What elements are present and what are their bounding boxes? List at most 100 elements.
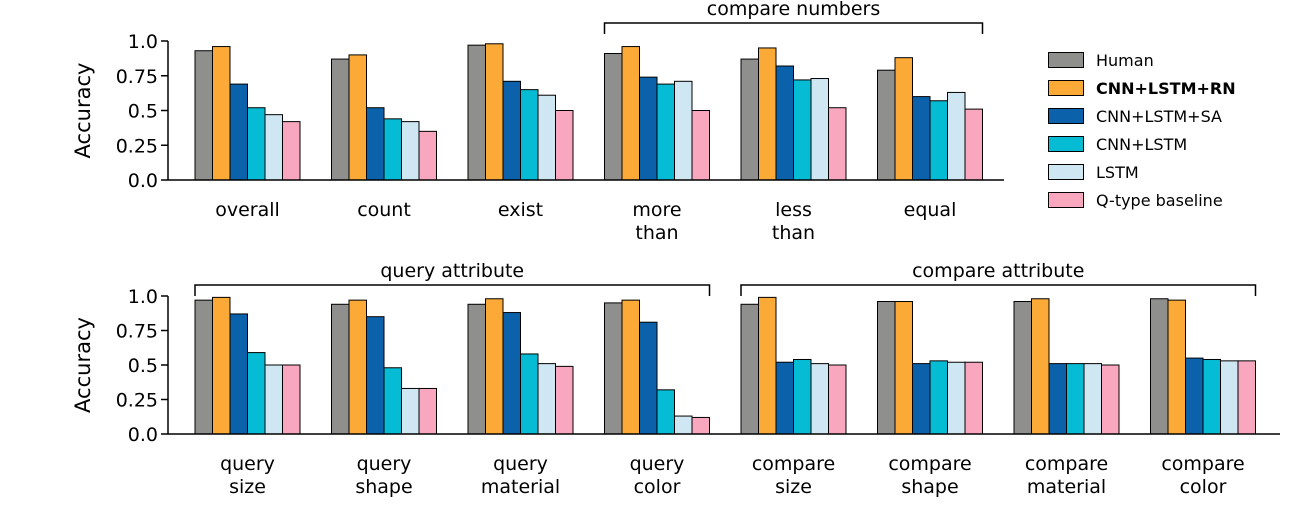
legend-label: CNN+LSTM+RN [1096, 78, 1236, 98]
bar [1101, 364, 1120, 435]
bar [810, 78, 829, 181]
bar [621, 46, 640, 181]
bar [810, 363, 829, 435]
legend-label: CNN+LSTM [1096, 134, 1188, 154]
y-tick-label: 0.0 [128, 170, 158, 192]
category-label-line: than [772, 222, 815, 244]
bar [674, 80, 693, 181]
y-tick-label: 0.5 [128, 101, 158, 123]
bar [894, 57, 913, 181]
category-label-line: equal [904, 199, 957, 221]
bar [502, 312, 521, 435]
bar [1083, 363, 1102, 435]
bar [691, 416, 710, 435]
bar [383, 118, 402, 181]
bar [401, 121, 420, 181]
bar [656, 389, 675, 435]
bar [467, 303, 486, 435]
bar [264, 114, 283, 181]
category-label-line: color [1180, 476, 1227, 498]
bar [212, 46, 231, 181]
bar [621, 299, 640, 435]
bar [740, 303, 759, 435]
bar [366, 316, 385, 435]
bar [775, 361, 794, 435]
category-label-line: compare [752, 453, 835, 475]
group-bracket [740, 284, 1257, 296]
bar [758, 296, 777, 435]
y-tick-label: 0.5 [128, 355, 158, 377]
bar [537, 363, 556, 435]
category-label-line: size [775, 476, 812, 498]
bar [828, 364, 847, 435]
bar [964, 108, 983, 181]
y-tick-label: 1.0 [128, 286, 158, 308]
bar [1031, 298, 1050, 435]
bar [656, 83, 675, 181]
category-label: query color [630, 453, 685, 498]
bar [877, 69, 896, 181]
legend-swatch [1048, 136, 1084, 152]
category-label-line: exist [498, 199, 543, 221]
bar [894, 301, 913, 435]
category-label-line: shape [901, 476, 958, 498]
legend-item: CNN+LSTM+SA [1048, 102, 1308, 130]
bar [1220, 360, 1239, 435]
bar [740, 58, 759, 181]
legend: Human CNN+LSTM+RN CNN+LSTM+SA CNN+LSTM L… [1048, 46, 1308, 214]
legend-item: CNN+LSTM+RN [1048, 74, 1308, 102]
bar [194, 50, 213, 181]
group-bracket [194, 284, 711, 296]
category-label: compare color [1161, 453, 1244, 498]
bar [418, 130, 437, 181]
bar [264, 364, 283, 435]
bar [1167, 299, 1186, 435]
bar [674, 415, 693, 435]
bar [947, 91, 966, 181]
bar [1048, 363, 1067, 435]
category-label-line: overall [215, 199, 280, 221]
y-axis-label: Accuracy [71, 63, 95, 159]
bar [229, 313, 248, 435]
legend-swatch [1048, 164, 1084, 180]
category-label-line: size [229, 476, 266, 498]
bar [912, 96, 931, 181]
bar [639, 321, 658, 435]
legend-swatch [1048, 80, 1084, 96]
legend-label: Human [1096, 50, 1154, 70]
bar [691, 110, 710, 181]
category-label-line: query [357, 453, 412, 475]
y-tick-label: 0.0 [128, 424, 158, 446]
legend-item: Human [1048, 46, 1308, 74]
bar [877, 301, 896, 435]
bar [520, 353, 539, 435]
bar [793, 79, 812, 181]
bar [282, 364, 301, 435]
legend-label: LSTM [1096, 162, 1139, 182]
bar [383, 367, 402, 435]
category-label-line: count [357, 199, 411, 221]
bar [555, 110, 574, 181]
bar [331, 58, 350, 181]
legend-item: LSTM [1048, 158, 1308, 186]
category-label: query size [220, 453, 275, 498]
category-label-line: than [635, 222, 678, 244]
bar [929, 360, 948, 435]
category-label: compare size [752, 453, 835, 498]
bar [467, 44, 486, 181]
bar [912, 363, 931, 435]
bar [1013, 301, 1032, 435]
bar [964, 361, 983, 435]
bar [348, 299, 367, 435]
category-label-line: less [775, 199, 812, 221]
category-label: compare material [1025, 453, 1108, 498]
bar [1237, 360, 1256, 435]
legend-swatch [1048, 108, 1084, 124]
legend-label: Q-type baseline [1096, 190, 1223, 210]
bar [1150, 298, 1169, 435]
bar [194, 299, 213, 435]
category-label-line: color [634, 476, 681, 498]
legend-swatch [1048, 52, 1084, 68]
bar [366, 107, 385, 181]
